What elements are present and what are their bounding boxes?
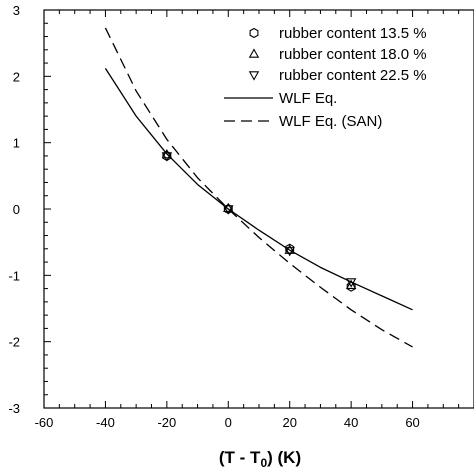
x-axis-title: (T - T0) (K) <box>219 448 301 470</box>
y-tick-label: -2 <box>8 335 20 350</box>
axis-ticks <box>43 9 474 409</box>
y-tick-label: 2 <box>13 69 20 84</box>
x-tick-label: 0 <box>225 415 232 430</box>
x-tick-label: -20 <box>157 415 176 430</box>
series-lines <box>104 27 413 348</box>
data-point-triangle-down <box>284 247 295 257</box>
x-axis-title-main: (T - T <box>219 448 261 467</box>
legend-label: rubber content 13.5 % <box>279 25 427 42</box>
x-tick-label: 40 <box>344 415 358 430</box>
legend-marker-triangle-down <box>248 71 260 81</box>
x-tick-label: -40 <box>96 415 115 430</box>
x-axis-title-suffix: ) (K) <box>267 448 301 467</box>
x-tick-label: 20 <box>282 415 296 430</box>
legend-label: rubber content 22.5 % <box>279 67 427 84</box>
tick-labels: -60 -40 -20 0 20 40 60 -3 -2 -1 0 1 2 3 <box>8 3 419 430</box>
legend-marker-hexagon <box>249 27 259 39</box>
legend-label: WLF Eq. (SAN) <box>279 113 382 130</box>
legend-label: WLF Eq. <box>279 90 337 107</box>
data-point-triangle-up <box>345 279 357 289</box>
data-point-triangle-up <box>223 202 234 213</box>
x-tick-label: -60 <box>35 415 54 430</box>
data-point-triangle-up <box>161 148 173 159</box>
legend-label: rubber content 18.0 % <box>279 46 427 63</box>
y-tick-label: 3 <box>13 3 20 18</box>
y-tick-label: 1 <box>13 136 20 151</box>
wlf-curve <box>104 68 413 311</box>
x-axis-title-subscript: 0 <box>260 456 267 470</box>
series-points <box>161 148 357 292</box>
data-point-triangle-down <box>161 152 173 162</box>
data-point-triangle-up <box>284 244 295 254</box>
data-point-triangle-down <box>345 278 357 288</box>
legend-marker-triangle-up <box>248 48 260 58</box>
data-point-triangle-down <box>223 205 234 215</box>
y-tick-label: -3 <box>8 401 20 416</box>
data-point-hexagon <box>346 281 356 292</box>
legend: rubber content 13.5 % rubber content 18.0… <box>224 25 427 130</box>
y-tick-label: -1 <box>8 268 20 283</box>
y-tick-label: 0 <box>13 202 20 217</box>
wlf-san-curve <box>104 27 413 348</box>
x-tick-label: 60 <box>405 415 419 430</box>
